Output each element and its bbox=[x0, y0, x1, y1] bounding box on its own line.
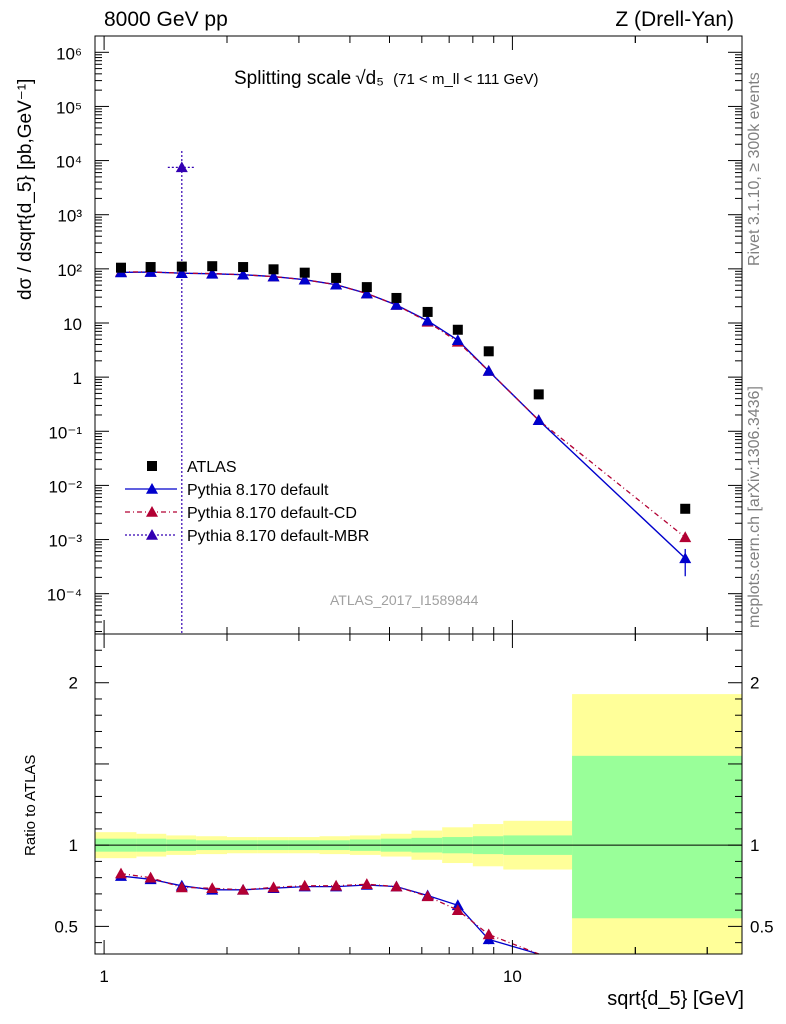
atlas-data-point bbox=[391, 292, 402, 303]
y-tick-label: 10³ bbox=[57, 207, 82, 226]
chart-title-cut: (71 < m_ll < 111 GeV) bbox=[393, 71, 539, 88]
default-marker bbox=[267, 270, 280, 282]
ratio-marker bbox=[206, 882, 219, 894]
atlas-data-point bbox=[268, 264, 279, 275]
legend-marker-atlas bbox=[147, 461, 157, 471]
legend-label: Pythia 8.170 default bbox=[187, 482, 329, 499]
default-marker bbox=[421, 314, 434, 326]
mcplots-source-label: mcplots.cern.ch [arXiv:1306.3436] bbox=[746, 386, 763, 628]
default-marker bbox=[482, 364, 495, 376]
ratio-marker bbox=[267, 881, 280, 893]
default-marker bbox=[330, 278, 343, 290]
default-marker bbox=[175, 267, 188, 279]
ratio-y-tick-label: 1 bbox=[69, 836, 78, 855]
atlas-data-point bbox=[145, 262, 156, 273]
ratio-marker bbox=[451, 904, 464, 915]
default-marker bbox=[206, 267, 219, 279]
legend-label: Pythia 8.170 default-CD bbox=[187, 505, 357, 522]
y-tick-label: 10⁻³ bbox=[48, 532, 82, 551]
ratio-marker bbox=[114, 867, 127, 879]
ratio-series-line bbox=[120, 872, 539, 955]
plot-frames: 1 10 10⁻⁴ 10⁻³ 10⁻² 10⁻¹ 1 10 10² 10³ 10⁴ 10⁵ 10⁶ 0.5… bbox=[47, 35, 774, 986]
default-cd-marker bbox=[679, 531, 692, 543]
ratio-marker bbox=[482, 928, 495, 940]
chart-title-text: Splitting scale bbox=[234, 68, 352, 89]
atlas-data-point bbox=[207, 261, 218, 272]
ratio-marker bbox=[298, 879, 311, 891]
chart-title-math: √d₅ bbox=[355, 68, 384, 89]
atlas-data-point bbox=[533, 389, 544, 400]
ratio-plot-layer bbox=[95, 844, 742, 955]
atlas-data-point bbox=[176, 261, 187, 272]
ratio-y-tick-label: 2 bbox=[69, 674, 78, 693]
ratio-plot-frame bbox=[94, 633, 743, 955]
y-tick-label: 10 bbox=[63, 315, 82, 334]
default-marker bbox=[451, 334, 464, 346]
x-axis-label: sqrt{d_5} [GeV] bbox=[607, 988, 744, 1010]
default-marker bbox=[298, 273, 311, 285]
main-data-layer bbox=[114, 151, 692, 634]
analysis-tag: ATLAS_2017_I1589844 bbox=[330, 592, 479, 608]
y-tick-label: 1 bbox=[73, 369, 82, 388]
default-marker bbox=[390, 298, 403, 310]
legend-marker bbox=[146, 483, 158, 494]
ratio-y-tick-label-right: 0.5 bbox=[750, 917, 774, 936]
ratio-marker bbox=[421, 890, 434, 902]
atlas-data-point bbox=[483, 346, 494, 357]
atlas-data-point bbox=[680, 503, 691, 514]
main-plot-layer bbox=[95, 694, 742, 954]
y-tick-label: 10⁴ bbox=[56, 153, 82, 172]
ratio-marker bbox=[390, 880, 403, 892]
ratio-band-inner bbox=[572, 755, 742, 919]
atlas-data-point bbox=[115, 262, 126, 273]
legend-label: Pythia 8.170 default-MBR bbox=[187, 528, 369, 545]
ratio-y-tick-label-right: 2 bbox=[750, 674, 759, 693]
ratio-marker bbox=[330, 879, 343, 891]
x-tick-label: 1 bbox=[99, 967, 108, 986]
ratio-series-line bbox=[120, 875, 539, 955]
ratio-y-tick-label-right: 1 bbox=[750, 836, 759, 855]
atlas-data-point bbox=[452, 324, 463, 335]
y-tick-label: 10⁵ bbox=[56, 98, 82, 117]
ratio-marker bbox=[237, 883, 250, 895]
y-tick-label: 10⁻² bbox=[48, 477, 82, 496]
ratio-marker bbox=[144, 871, 157, 883]
atlas-data-point bbox=[331, 272, 342, 283]
x-tick-label: 10 bbox=[503, 967, 522, 986]
default-marker bbox=[532, 414, 545, 426]
main-y-axis-label: dσ / dsqrt{d_5} [pb,GeV⁻¹] bbox=[15, 78, 36, 300]
y-tick-label: 10⁻⁴ bbox=[47, 586, 82, 605]
ratio-y-axis-label: Ratio to ATLAS bbox=[22, 754, 39, 856]
energy-label: 8000 GeV pp bbox=[104, 8, 228, 31]
chart-title: Splitting scale √d₅ (71 < m_ll < 111 GeV) bbox=[234, 68, 539, 90]
atlas-data-point bbox=[299, 267, 310, 278]
y-tick-label: 10⁻¹ bbox=[48, 423, 82, 442]
default-marker bbox=[360, 287, 373, 299]
legend-marker bbox=[146, 506, 158, 517]
rivet-version-label: Rivet 3.1.10, ≥ 300k events bbox=[746, 72, 763, 266]
ratio-y-tick-label: 0.5 bbox=[54, 917, 78, 936]
atlas-data-point bbox=[361, 282, 372, 293]
default-marker bbox=[237, 268, 250, 280]
y-tick-label: 10² bbox=[57, 261, 82, 280]
legend-marker bbox=[146, 529, 158, 540]
mbr-marker bbox=[175, 161, 188, 173]
atlas-data-point bbox=[422, 306, 433, 317]
legend-label: ATLAS bbox=[187, 459, 237, 476]
process-label: Z (Drell-Yan) bbox=[615, 8, 734, 31]
atlas-data-point bbox=[238, 262, 249, 273]
legend: ATLAS Pythia 8.170 default Pythia 8.170 de… bbox=[125, 459, 369, 545]
ratio-marker bbox=[360, 878, 373, 889]
y-tick-label: 10⁶ bbox=[56, 44, 82, 63]
ratio-marker bbox=[175, 881, 188, 893]
default-marker bbox=[679, 552, 692, 564]
